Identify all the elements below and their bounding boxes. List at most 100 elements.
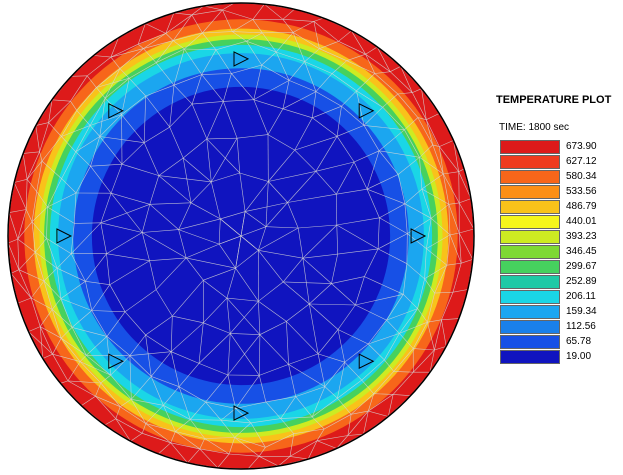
mesh-edge xyxy=(407,233,427,249)
mesh-edge xyxy=(199,448,218,469)
mesh-edge xyxy=(61,178,77,194)
mesh-edge xyxy=(173,48,185,86)
mesh-edge xyxy=(312,397,338,418)
thermocouple-marker xyxy=(108,353,124,370)
mesh-edge xyxy=(52,338,62,355)
mesh-edge xyxy=(142,232,187,259)
mesh-edge xyxy=(368,393,374,412)
mesh-edge xyxy=(145,95,170,128)
mesh-edge xyxy=(25,179,28,210)
mesh-edge xyxy=(26,151,40,180)
mesh-edge xyxy=(51,309,73,328)
mesh-edge xyxy=(295,386,325,397)
mesh-edge xyxy=(431,218,451,236)
legend-swatch xyxy=(500,154,560,169)
mesh-edge xyxy=(198,333,231,364)
legend-entry: 206.11 xyxy=(500,289,606,304)
mesh-edge xyxy=(220,420,235,438)
thermocouple-marker xyxy=(108,102,124,119)
mesh-edge xyxy=(336,161,355,195)
mesh-edge xyxy=(434,265,448,294)
mesh-edge xyxy=(265,202,288,227)
legend-swatch xyxy=(500,244,560,259)
mesh-edge xyxy=(240,226,267,237)
mesh-edge xyxy=(283,281,310,305)
mesh-edge xyxy=(56,253,72,269)
mesh-edge xyxy=(184,48,217,51)
mesh-edge xyxy=(229,301,259,334)
mesh-edge xyxy=(158,442,171,455)
mesh-edge xyxy=(79,361,111,376)
mesh-edge xyxy=(110,48,144,58)
mesh-edge xyxy=(302,258,310,305)
mesh-edge xyxy=(226,268,236,299)
legend-entry: 393.23 xyxy=(500,229,606,244)
mesh-edge xyxy=(39,309,53,327)
mesh-edge xyxy=(384,333,400,360)
mesh-edge xyxy=(26,160,43,180)
mesh-edge xyxy=(446,262,462,266)
mesh-edge xyxy=(417,117,427,120)
legend-value: 65.78 xyxy=(566,336,592,347)
mesh-edge xyxy=(149,260,157,290)
mesh-edge xyxy=(259,375,267,402)
mesh-edge xyxy=(317,329,339,355)
mesh-edge xyxy=(426,218,432,249)
legend-entry: 252.89 xyxy=(500,274,606,289)
mesh-edge xyxy=(115,418,131,442)
mesh-edge xyxy=(240,211,246,237)
mesh-edge xyxy=(145,423,176,432)
mesh-edge xyxy=(458,202,475,230)
mesh-edge xyxy=(104,68,121,99)
mesh-edge xyxy=(201,73,232,75)
mesh-edge xyxy=(377,233,408,250)
mesh-edge xyxy=(443,173,460,204)
mesh-edge xyxy=(226,297,261,335)
mesh-edge xyxy=(211,181,221,219)
mesh-edge xyxy=(384,359,394,372)
legend-value: 440.01 xyxy=(566,216,597,227)
mesh-edge xyxy=(183,138,207,159)
mesh-edge xyxy=(258,301,261,335)
mesh-edge xyxy=(7,242,20,270)
legend-value: 393.23 xyxy=(566,231,597,242)
mesh-edge xyxy=(110,43,139,58)
mesh-edge xyxy=(282,19,314,22)
mesh-edge xyxy=(280,418,295,434)
mesh-edge xyxy=(100,193,112,223)
mesh-edge xyxy=(121,163,159,176)
mesh-edge xyxy=(458,232,474,260)
mesh-edge xyxy=(404,129,420,158)
mesh-edge xyxy=(311,386,326,418)
mesh-edge xyxy=(111,192,150,205)
mesh-edge xyxy=(227,333,231,376)
mesh-edge xyxy=(259,364,289,376)
thermocouple-marker xyxy=(358,102,375,119)
mesh-edge xyxy=(203,279,228,299)
mesh-edge xyxy=(51,309,62,339)
mesh-edge xyxy=(417,278,425,309)
mesh-edge xyxy=(17,238,36,253)
mesh-edge xyxy=(282,19,294,33)
mesh-edge xyxy=(312,117,338,137)
mesh-edge xyxy=(421,88,427,120)
mesh-edge xyxy=(149,202,192,205)
mesh-edge xyxy=(85,281,110,285)
mesh-edge xyxy=(331,276,365,284)
mesh-edge xyxy=(48,100,71,123)
mesh-edge xyxy=(61,151,76,179)
mesh-edge xyxy=(173,84,193,105)
mesh-edge xyxy=(367,343,385,361)
mesh-edge xyxy=(426,113,440,120)
mesh-edge xyxy=(75,136,100,153)
mesh-edge xyxy=(351,410,369,415)
mesh-edge xyxy=(265,396,296,403)
mesh-edge xyxy=(10,273,32,299)
mesh-edge xyxy=(268,149,295,182)
mesh-edge xyxy=(175,419,191,432)
mesh-edge xyxy=(129,351,172,356)
mesh-edge xyxy=(404,203,408,234)
mesh-edge xyxy=(353,161,368,190)
mesh-edge xyxy=(202,9,223,34)
mesh-edge xyxy=(424,248,427,279)
